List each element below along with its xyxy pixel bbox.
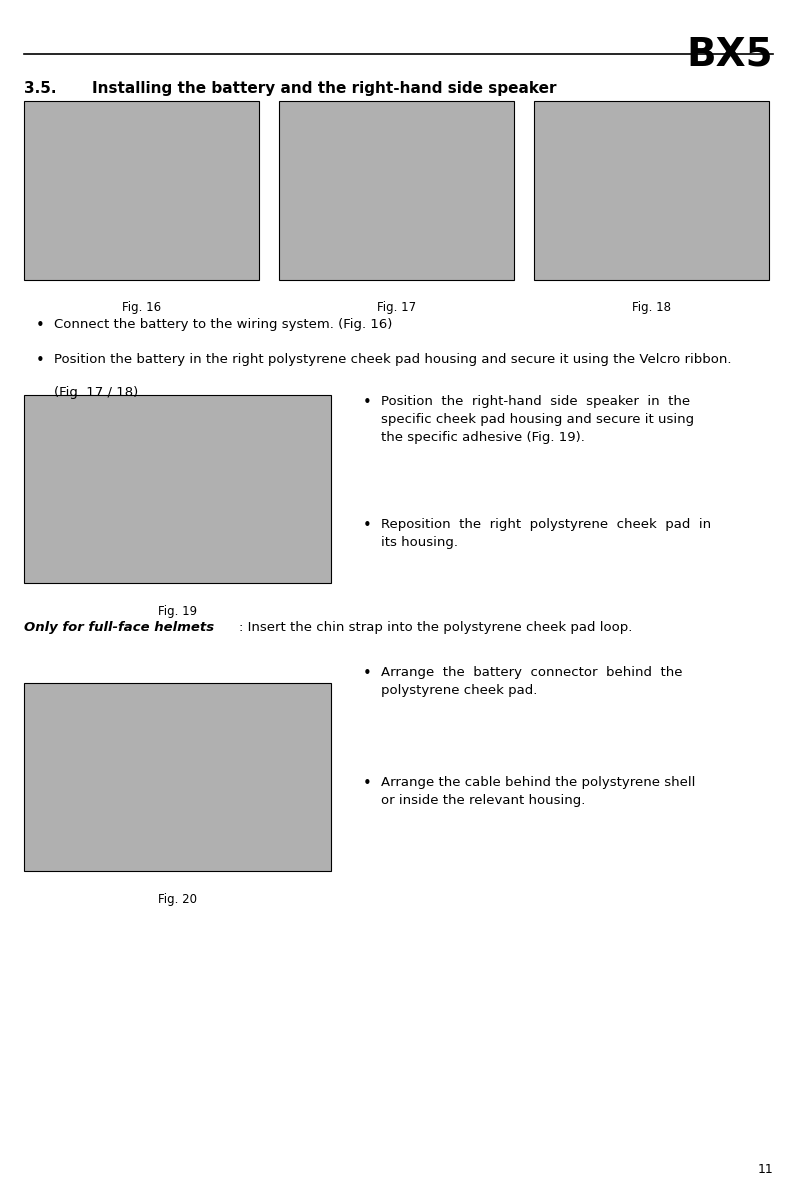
Text: Fig. 17: Fig. 17: [377, 301, 416, 314]
Text: Fig. 16: Fig. 16: [122, 301, 161, 314]
Text: BX5: BX5: [686, 36, 773, 74]
Text: •: •: [363, 776, 371, 791]
Text: : Insert the chin strap into the polystyrene cheek pad loop.: : Insert the chin strap into the polysty…: [239, 621, 633, 634]
Text: (Fig. 17 / 18): (Fig. 17 / 18): [54, 386, 139, 399]
Text: •: •: [36, 353, 45, 369]
Text: Position  the  right-hand  side  speaker  in  the
specific cheek pad housing and: Position the right-hand side speaker in …: [381, 395, 694, 444]
FancyBboxPatch shape: [534, 101, 769, 280]
Text: 11: 11: [757, 1163, 773, 1176]
FancyBboxPatch shape: [24, 395, 331, 583]
Text: •: •: [363, 666, 371, 682]
Text: Arrange  the  battery  connector  behind  the
polystyrene cheek pad.: Arrange the battery connector behind the…: [381, 666, 682, 697]
Text: Arrange the cable behind the polystyrene shell
or inside the relevant housing.: Arrange the cable behind the polystyrene…: [381, 776, 695, 807]
FancyBboxPatch shape: [24, 101, 259, 280]
Text: Connect the battery to the wiring system. (Fig. 16): Connect the battery to the wiring system…: [54, 318, 393, 331]
Text: Only for full-face helmets: Only for full-face helmets: [24, 621, 214, 634]
Text: •: •: [363, 395, 371, 411]
Text: •: •: [363, 518, 371, 533]
Text: 3.5.: 3.5.: [24, 81, 57, 96]
Text: Installing the battery and the right-hand side speaker: Installing the battery and the right-han…: [92, 81, 556, 96]
Text: Fig. 20: Fig. 20: [158, 892, 197, 906]
Text: •: •: [36, 318, 45, 333]
Text: Position the battery in the right polystyrene cheek pad housing and secure it us: Position the battery in the right polyst…: [54, 353, 732, 367]
Text: Reposition  the  right  polystyrene  cheek  pad  in
its housing.: Reposition the right polystyrene cheek p…: [381, 518, 711, 549]
Text: Fig. 19: Fig. 19: [158, 605, 197, 618]
FancyBboxPatch shape: [24, 683, 331, 871]
Text: Fig. 18: Fig. 18: [632, 301, 671, 314]
FancyBboxPatch shape: [279, 101, 514, 280]
